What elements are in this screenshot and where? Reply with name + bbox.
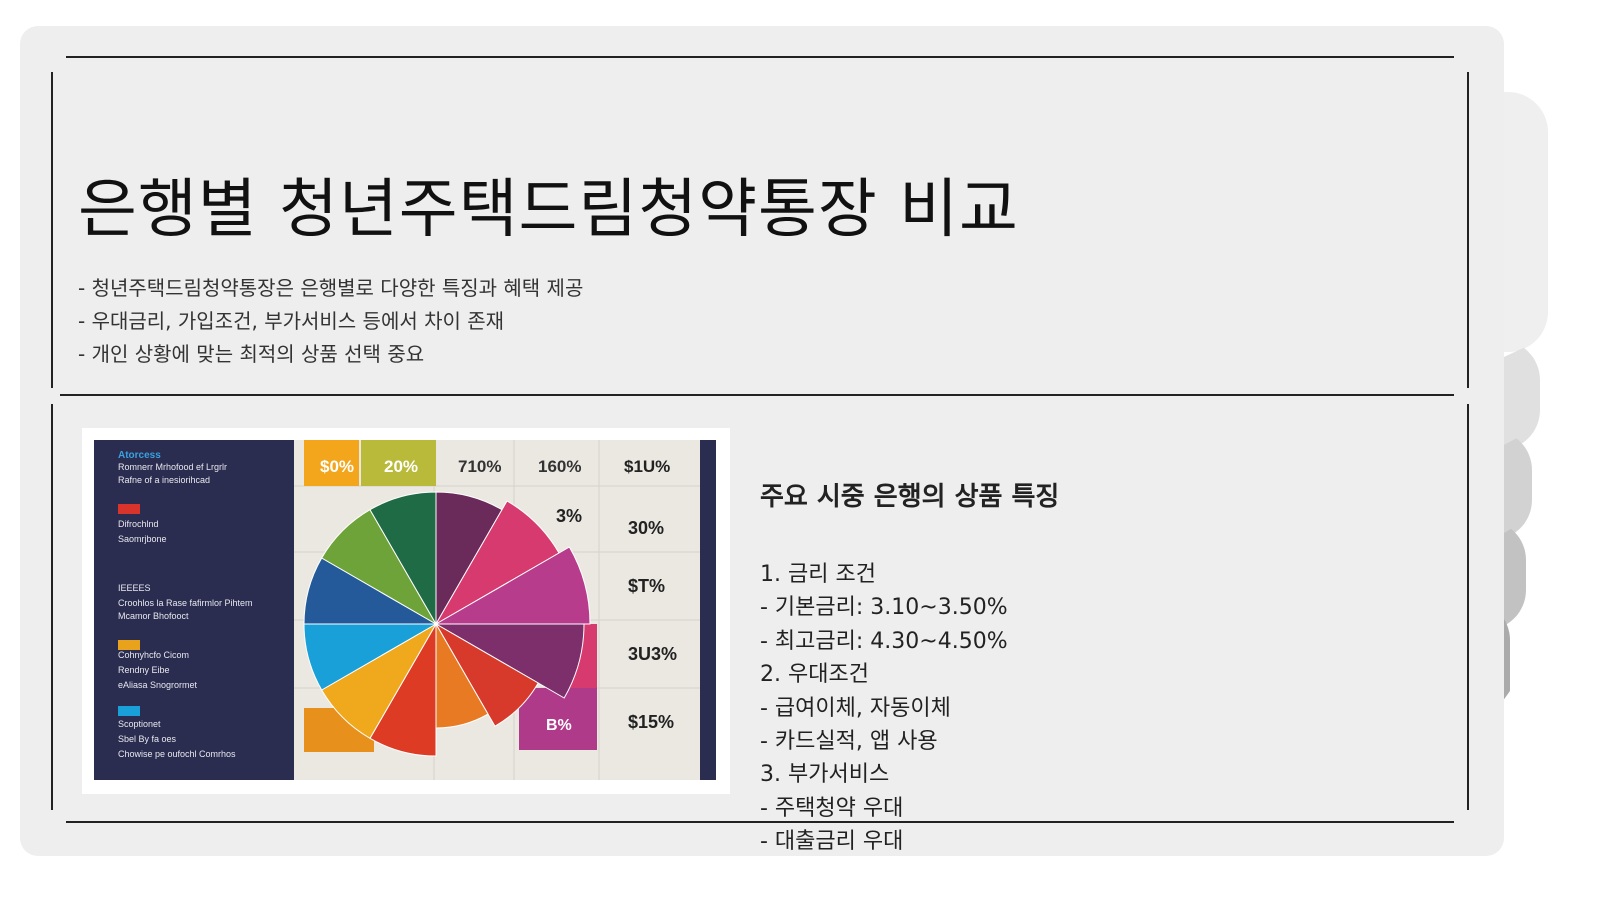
top-label-box [361, 440, 436, 486]
right-edge-strip [700, 440, 716, 780]
top-label-box [304, 440, 359, 486]
frame-right-line-lower [1467, 404, 1469, 810]
legend-line: Scoptionet [118, 719, 161, 729]
legend-line: Difrochlnd [118, 519, 159, 529]
legend-swatch [118, 640, 140, 650]
frame-bottom-line [66, 821, 1454, 823]
legend-swatch [118, 706, 140, 716]
section-title: 주요 시중 은행의 상품 특징 [760, 482, 1060, 512]
pie-slice [434, 622, 539, 727]
legend-panel [94, 440, 294, 780]
pie-slice [434, 623, 585, 699]
right-label: 30% [628, 518, 664, 538]
detail-line: - 기본금리: 3.10~3.50% [760, 595, 1008, 621]
frame-top-line [66, 56, 1454, 58]
top-label: $0% [320, 457, 354, 476]
detail-line: - 대출금리 우대 [760, 829, 904, 855]
top-label: 20% [384, 457, 418, 476]
frame-middle-line [60, 394, 1454, 396]
detail-line: 2. 우대조건 [760, 662, 869, 688]
illustration-svg: $0% 20% 710% 160% $1U% 3% 30% $T% 3U3% $15% B% A… [94, 440, 716, 780]
top-label: 160% [538, 457, 581, 476]
legend-line: Sbel By fa oes [118, 734, 177, 744]
legend-swatch [118, 504, 140, 514]
detail-line: - 최고금리: 4.30~4.50% [760, 628, 1008, 654]
legend-line: Mcamor Bhofooct [118, 611, 189, 621]
legend-line: eAliasa Snogrormet [118, 680, 198, 690]
pie-slice [369, 491, 437, 626]
top-labels: $0% 20% 710% 160% $1U% [320, 457, 670, 476]
detail-line: - 급여이체, 자동이체 [760, 695, 951, 721]
detail-line: 3. 부가서비스 [760, 762, 890, 788]
intro-bullet: - 청년주택드림청약통장은 은행별로 다양한 특징과 혜택 제공 [78, 276, 584, 300]
pie-chart-illustration: $0% 20% 710% 160% $1U% 3% 30% $T% 3U3% $15% B% A… [82, 428, 730, 794]
frame-left-line-lower [51, 404, 53, 810]
intro-bullet: - 우대금리, 가입조건, 부가서비스 등에서 차이 존재 [78, 309, 505, 333]
intro-bullets: - 청년주택드림청약통장은 은행별로 다양한 특징과 혜택 제공 - 우대금리,… [78, 272, 583, 371]
right-label: 3U3% [628, 644, 677, 664]
detail-list: 1. 금리 조건 - 기본금리: 3.10~3.50% - 최고금리: 4.30… [760, 558, 1008, 859]
detail-line: - 주택청약 우대 [760, 795, 904, 821]
inner-label: B% [546, 717, 572, 734]
top-label: 710% [458, 457, 501, 476]
right-label: $T% [628, 576, 665, 596]
legend-line: Romnerr Mrhofood ef Lrgrlr [118, 462, 227, 472]
slide-title: 은행별 청년주택드림청약통장 비교 [78, 173, 1019, 247]
legend-line: Rendny Eibe [118, 665, 170, 675]
pie-slices [303, 491, 591, 757]
legend-line: Rafne of a inesiorihcad [118, 475, 210, 485]
pie-slice [434, 546, 591, 625]
side-box [519, 688, 597, 750]
right-label: $15% [628, 712, 674, 732]
legend-line: Saomrjbone [118, 534, 167, 544]
top-label: $1U% [624, 457, 670, 476]
right-label: 3% [556, 506, 582, 526]
legend-line: Cohnyhcfo Cicom [118, 650, 189, 660]
legend-line: Croohlos la Rase fafirmlor Pihtem [118, 598, 253, 608]
detail-line: 1. 금리 조건 [760, 562, 876, 587]
legend-line: Chowise pe oufochl Comrhos [118, 749, 236, 759]
right-labels: 3% 30% $T% 3U3% $15% [556, 506, 677, 732]
legend-line: IEEEES [118, 583, 151, 593]
intro-bullet: - 개인 상황에 맞는 최적의 상품 선택 중요 [78, 342, 425, 366]
frame-left-line-upper [51, 72, 53, 388]
detail-line: - 카드실적, 앱 사용 [760, 728, 938, 754]
legend-heading: Atorcess [118, 450, 161, 461]
frame-right-line-upper [1467, 72, 1469, 388]
